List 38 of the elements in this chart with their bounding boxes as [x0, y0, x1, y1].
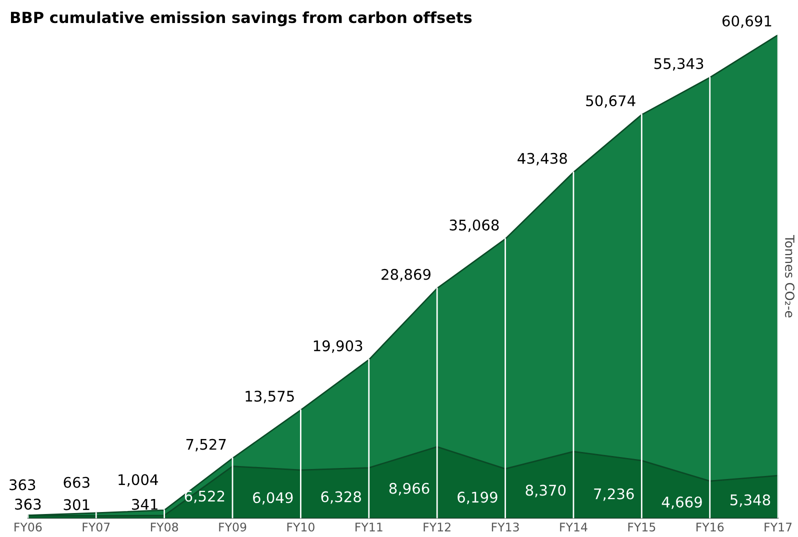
data-label: 8,370	[526, 484, 566, 498]
data-label: 5,348	[730, 494, 770, 507]
data-label: 43,438	[518, 152, 567, 166]
data-label: 7,527	[186, 438, 226, 452]
data-label: 4,669	[662, 496, 702, 510]
y-axis-title: Tonnes CO₂-e	[785, 235, 794, 318]
data-label: 8,966	[389, 482, 430, 496]
x-tick-label: FY08	[150, 522, 178, 532]
data-label: 28,869	[382, 268, 431, 282]
x-tick-label: FY10	[287, 522, 314, 532]
x-tick-label: FY15	[628, 522, 656, 532]
data-label: 6,522	[184, 490, 224, 504]
data-label: 363	[10, 479, 36, 490]
x-tick-label: FY09	[219, 522, 246, 532]
data-label: 7,236	[594, 488, 634, 501]
data-label: 6,328	[321, 491, 361, 504]
data-label: 301	[64, 499, 90, 510]
x-tick-label: FY12	[424, 522, 450, 532]
data-label: 60,691	[722, 15, 772, 28]
data-label: 341	[132, 498, 158, 510]
x-tick-label: FY16	[696, 522, 724, 532]
data-label: 363	[15, 498, 41, 510]
data-label: 13,575	[246, 390, 294, 404]
x-tick-label: FY14	[560, 522, 588, 532]
data-label: 6,199	[458, 492, 498, 504]
data-label: 35,068	[450, 220, 499, 232]
x-tick-label: FY07	[82, 522, 110, 532]
x-tick-label: FY13	[492, 522, 519, 532]
chart-title: BBP cumulative emission savings from carbon offsets	[10, 11, 472, 26]
x-tick-label: FY17	[764, 522, 792, 532]
data-label: 1,004	[118, 474, 158, 487]
data-label: 19,903	[314, 340, 362, 353]
x-tick-label: FY06	[14, 522, 42, 532]
data-label: 6,049	[253, 492, 293, 505]
x-tick-label: FY11	[356, 522, 382, 532]
data-label: 50,674	[586, 95, 636, 108]
data-label: 55,343	[654, 58, 704, 71]
data-label: 663	[64, 476, 90, 488]
